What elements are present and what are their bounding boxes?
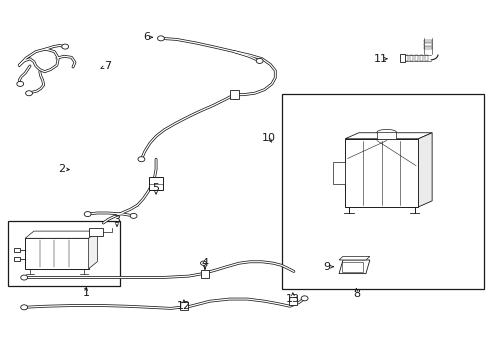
Circle shape — [21, 305, 27, 310]
Bar — [420, 55, 423, 61]
Circle shape — [200, 261, 206, 265]
Bar — [230, 90, 239, 99]
Bar — [89, 228, 103, 236]
Text: 7: 7 — [104, 61, 111, 71]
Text: 9: 9 — [323, 262, 331, 272]
Polygon shape — [345, 139, 418, 207]
Text: 5: 5 — [152, 183, 160, 193]
Circle shape — [25, 91, 32, 96]
Bar — [400, 54, 405, 62]
Circle shape — [62, 44, 69, 49]
Circle shape — [301, 296, 308, 301]
Polygon shape — [89, 231, 98, 269]
Text: 4: 4 — [201, 258, 209, 268]
Bar — [415, 55, 418, 61]
Text: 12: 12 — [177, 301, 191, 311]
Circle shape — [130, 213, 137, 219]
Ellipse shape — [377, 130, 396, 135]
Polygon shape — [418, 133, 432, 207]
Bar — [424, 47, 432, 49]
Polygon shape — [345, 133, 432, 139]
Bar — [410, 55, 413, 61]
Bar — [149, 177, 163, 190]
Bar — [377, 132, 396, 139]
Text: 11: 11 — [374, 54, 388, 64]
Text: 13: 13 — [286, 294, 300, 304]
Text: 2: 2 — [58, 164, 65, 174]
Bar — [425, 55, 428, 61]
Text: 3: 3 — [114, 215, 121, 225]
Circle shape — [84, 212, 91, 217]
Bar — [201, 270, 209, 278]
Polygon shape — [333, 162, 345, 184]
Text: 1: 1 — [83, 288, 90, 298]
Bar — [289, 297, 297, 305]
Polygon shape — [339, 256, 370, 260]
Text: 10: 10 — [262, 133, 275, 143]
Bar — [405, 55, 408, 61]
Bar — [424, 40, 432, 42]
Circle shape — [21, 275, 27, 280]
Text: 6: 6 — [143, 32, 150, 42]
Polygon shape — [339, 260, 370, 274]
Bar — [25, 238, 89, 269]
Circle shape — [17, 81, 24, 86]
Polygon shape — [25, 231, 98, 238]
Circle shape — [256, 58, 263, 63]
Text: 8: 8 — [353, 289, 360, 299]
Circle shape — [158, 36, 164, 41]
Circle shape — [138, 157, 145, 162]
Bar — [282, 94, 485, 289]
Bar — [14, 257, 20, 261]
Bar — [342, 262, 364, 272]
Bar — [8, 221, 121, 286]
Bar — [14, 248, 20, 252]
Bar — [180, 302, 188, 310]
Bar — [424, 43, 432, 45]
